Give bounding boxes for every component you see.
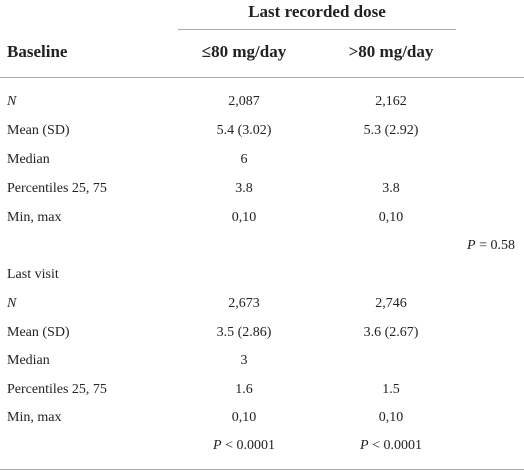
- p-symbol: P: [360, 438, 369, 453]
- row-label: Median: [7, 353, 50, 368]
- col-header-le80: ≤80 mg/day: [201, 42, 287, 61]
- cell: 0,10: [378, 410, 404, 425]
- row-label: Min, max: [7, 410, 62, 425]
- cell: 3.8: [382, 181, 400, 196]
- cell: 0,10: [378, 210, 404, 225]
- table-bottom-rule: [0, 469, 524, 470]
- spanning-header: Last recorded dose: [248, 2, 386, 21]
- spanning-header-rule: [178, 29, 456, 30]
- cell: 1.5: [382, 382, 400, 397]
- cell: 3.8: [235, 181, 253, 196]
- row-label: N: [7, 296, 17, 311]
- baseline-header: Baseline: [7, 42, 68, 61]
- cell: 2,673: [228, 296, 260, 311]
- cell: 3.5 (2.86): [216, 325, 272, 340]
- row-label: N: [7, 94, 17, 109]
- p-symbol: P: [213, 438, 222, 453]
- row-label: Percentiles 25, 75: [7, 382, 107, 397]
- p-value-text: < 0.0001: [221, 438, 275, 453]
- section-label-last-visit: Last visit: [7, 267, 59, 282]
- cell: 2,087: [228, 94, 260, 109]
- baseline-p-value: P = 0.58: [467, 238, 515, 254]
- cell: 3.6 (2.67): [363, 325, 419, 340]
- p-value-text: < 0.0001: [368, 438, 422, 453]
- row-label: Mean (SD): [7, 123, 70, 138]
- cell: 2,162: [375, 94, 407, 109]
- cell: 5.3 (2.92): [363, 123, 419, 138]
- cell: 0,10: [231, 210, 257, 225]
- cell: 5.4 (3.02): [216, 123, 272, 138]
- row-label: Median: [7, 152, 50, 167]
- cell: 1.6: [235, 382, 253, 397]
- header-bottom-rule: [0, 77, 524, 78]
- col-header-gt80: >80 mg/day: [348, 42, 434, 61]
- cell: 6: [240, 152, 248, 167]
- p-value-text: = 0.58: [475, 238, 515, 253]
- p-symbol: P: [467, 238, 476, 253]
- last-visit-p-value-le80: P < 0.0001: [170, 438, 318, 454]
- last-visit-p-value-gt80: P < 0.0001: [318, 438, 464, 454]
- cell: 3: [240, 353, 248, 368]
- row-label: Mean (SD): [7, 325, 70, 340]
- row-label: Min, max: [7, 210, 62, 225]
- cell: 2,746: [375, 296, 407, 311]
- row-label: Percentiles 25, 75: [7, 181, 107, 196]
- cell: 0,10: [231, 410, 257, 425]
